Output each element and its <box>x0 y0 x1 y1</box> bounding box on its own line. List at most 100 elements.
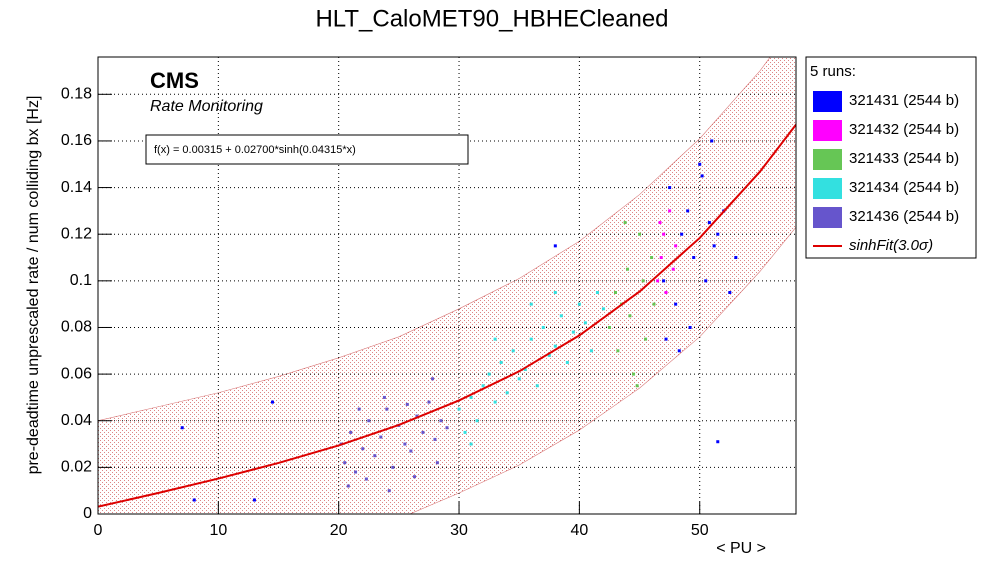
legend-label: 321436 (2544 b) <box>849 208 959 225</box>
data-point <box>628 314 632 318</box>
data-point <box>445 426 449 430</box>
data-point <box>541 325 545 329</box>
data-point <box>421 430 425 434</box>
data-point <box>668 209 672 213</box>
data-point <box>379 435 383 439</box>
y-tick-label: 0.18 <box>61 86 92 103</box>
data-point <box>664 290 668 294</box>
legend-label: sinhFit(3.0σ) <box>849 237 933 254</box>
data-point <box>652 302 656 306</box>
fit-line <box>98 124 796 508</box>
data-point <box>716 440 720 444</box>
data-point <box>271 400 274 404</box>
legend-label: 321431 (2544 b) <box>849 92 959 109</box>
chart-title: HLT_CaloMET90_HBHECleaned <box>315 5 668 32</box>
data-point <box>367 419 371 423</box>
experiment-label: CMS <box>150 68 199 93</box>
data-point <box>431 377 435 381</box>
data-point <box>553 290 557 294</box>
legend-swatch <box>813 178 842 199</box>
data-point <box>623 221 627 225</box>
legend-label: 321433 (2544 b) <box>849 150 959 167</box>
y-tick-label: 0.08 <box>61 319 92 336</box>
legend-swatch <box>813 207 842 228</box>
data-point <box>656 279 660 283</box>
data-point <box>373 454 377 458</box>
data-point <box>674 244 678 248</box>
y-axis-label: pre-deadtime unprescaled rate / num coll… <box>25 96 42 475</box>
x-tick-label: 30 <box>450 522 468 539</box>
data-point <box>553 344 557 348</box>
data-point <box>707 221 711 225</box>
data-point <box>659 256 663 260</box>
data-point <box>481 384 485 388</box>
data-point <box>403 442 407 446</box>
data-point <box>469 442 473 446</box>
x-tick-label: 20 <box>330 522 348 539</box>
data-point <box>415 414 419 418</box>
x-tick-label: 10 <box>209 522 227 539</box>
data-point <box>658 221 662 225</box>
subtitle: Rate Monitoring <box>150 98 263 115</box>
data-point <box>391 465 395 469</box>
data-point <box>192 498 196 502</box>
data-point <box>613 290 617 294</box>
legend-swatch <box>813 91 842 112</box>
data-point <box>499 360 503 364</box>
x-tick-label: 0 <box>94 522 103 539</box>
data-point <box>565 360 569 364</box>
data-point <box>529 302 533 306</box>
data-point <box>662 279 666 283</box>
data-point <box>493 400 497 404</box>
data-point <box>710 139 714 143</box>
data-point <box>364 477 368 481</box>
legend-label: 321434 (2544 b) <box>849 179 959 196</box>
data-point <box>632 372 636 376</box>
data-point <box>427 400 431 404</box>
data-point <box>469 395 473 399</box>
data-point <box>511 349 515 353</box>
legend-swatch <box>813 120 842 141</box>
y-tick-label: 0.16 <box>61 132 92 149</box>
data-point <box>523 367 527 371</box>
data-point <box>559 314 563 318</box>
data-point <box>505 391 509 395</box>
y-tick-label: 0.02 <box>61 459 92 476</box>
data-point <box>635 384 639 388</box>
formula-box <box>145 134 469 165</box>
data-point <box>571 330 575 334</box>
data-point <box>712 244 716 248</box>
data-point <box>662 232 666 236</box>
data-point <box>517 377 521 381</box>
data-point <box>463 430 467 434</box>
x-tick-label: 50 <box>691 522 709 539</box>
data-point <box>180 426 184 430</box>
data-point <box>674 302 678 306</box>
data-point <box>668 186 672 190</box>
data-point <box>529 337 533 341</box>
data-point <box>641 279 645 283</box>
data-point <box>638 232 642 236</box>
data-point <box>349 430 353 434</box>
y-tick-label: 0.14 <box>61 179 92 196</box>
fit-formula: f(x) = 0.00315 + 0.02700*sinh(0.04315*x) <box>154 144 356 156</box>
data-point <box>346 484 350 488</box>
y-tick-label: 0.1 <box>70 272 92 289</box>
plot-frame <box>97 56 797 515</box>
data-point <box>409 449 413 453</box>
data-point <box>677 349 681 353</box>
data-point <box>686 209 690 213</box>
data-point <box>688 325 692 329</box>
data-point <box>626 267 630 271</box>
data-point <box>680 232 684 236</box>
data-point <box>487 372 491 376</box>
data-point <box>671 267 675 271</box>
data-point <box>589 349 593 353</box>
data-point <box>343 461 347 465</box>
x-axis-label: < PU > <box>716 540 766 557</box>
data-point <box>405 402 409 406</box>
data-point <box>439 419 443 423</box>
data-point <box>382 395 386 399</box>
legend-swatch <box>813 149 842 170</box>
